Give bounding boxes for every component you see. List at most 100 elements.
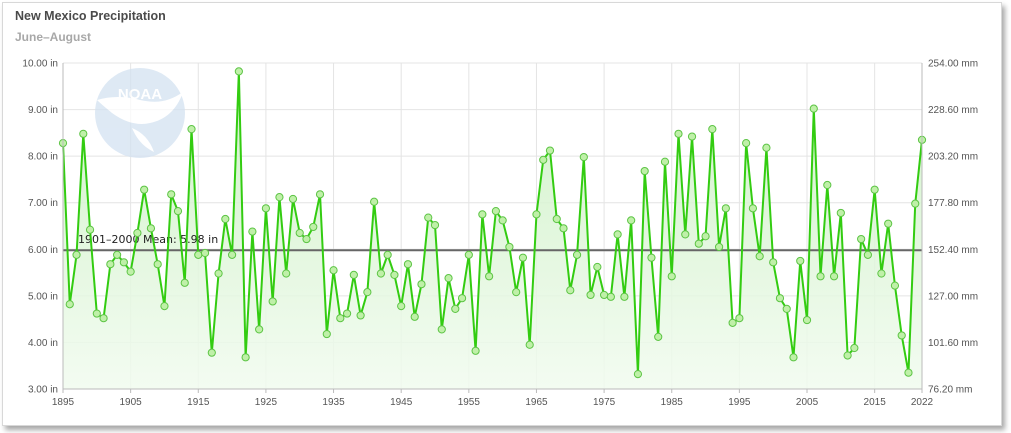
data-point-2011 (843, 351, 852, 360)
data-point-1982 (647, 253, 656, 262)
data-point-1897 (72, 250, 81, 259)
data-point-2021 (911, 199, 920, 208)
data-point-1987 (681, 230, 690, 239)
data-point-1963 (518, 253, 528, 262)
x-tick-label: 1995 (728, 397, 751, 408)
data-point-1898 (79, 129, 88, 138)
data-point-1904 (119, 258, 128, 267)
data-point-1949 (424, 213, 433, 222)
data-point-1941 (370, 197, 379, 206)
y-tick-left: 5.00 in (28, 291, 58, 302)
data-point-1979 (627, 216, 636, 225)
data-point-1971 (572, 250, 582, 259)
data-point-2003 (789, 353, 798, 362)
data-point-1943 (383, 250, 392, 259)
data-point-1928 (282, 269, 291, 278)
y-tick-left: 10.00 in (22, 59, 58, 70)
data-point-1908 (146, 224, 156, 233)
x-tick-label: 1945 (390, 397, 413, 408)
data-point-1906 (133, 228, 142, 238)
x-tick-label: 1895 (52, 397, 75, 408)
data-point-1953 (451, 304, 460, 313)
data-point-1962 (512, 288, 521, 297)
data-point-1919 (221, 214, 230, 224)
data-point-1925 (261, 204, 271, 213)
data-point-1985 (667, 272, 676, 281)
data-point-1994 (728, 318, 737, 327)
data-point-1998 (755, 252, 764, 261)
data-point-2017 (884, 219, 893, 228)
data-point-1988 (687, 132, 697, 141)
data-point-1912 (173, 207, 183, 216)
data-point-2000 (769, 258, 778, 267)
data-point-1939 (356, 311, 365, 320)
x-tick-label: 1975 (593, 397, 616, 408)
data-point-1905 (126, 267, 135, 276)
data-point-1958 (485, 272, 494, 281)
data-point-1923 (248, 227, 257, 236)
y-tick-right: 76.20 mm (928, 385, 972, 396)
x-tick-label: 2015 (864, 397, 887, 408)
data-point-1959 (491, 207, 500, 216)
y-axis-right-ticks: 254.00 mm 228.60 mm 203.20 mm 177.80 mm 152.… (928, 59, 978, 396)
data-point-1993 (721, 204, 730, 213)
data-point-1960 (498, 216, 507, 225)
data-point-1913 (180, 278, 189, 287)
x-tick-label: 1955 (458, 397, 481, 408)
data-point-1932 (309, 222, 318, 232)
data-point-1978 (620, 292, 629, 301)
data-point-1974 (593, 262, 602, 272)
x-tick-label: 1935 (322, 397, 345, 408)
mean-label: 1901–2000 Mean: 5.98 in (78, 233, 218, 246)
chart-subtitle: June–August (15, 30, 92, 44)
data-point-1918 (214, 269, 223, 278)
axes (62, 63, 923, 390)
data-point-2009 (829, 272, 839, 281)
data-point-1955 (464, 250, 473, 259)
data-point-1969 (559, 224, 568, 233)
y-tick-right: 101.60 mm (928, 338, 978, 349)
y-tick-right: 152.40 mm (928, 245, 978, 256)
data-point-1944 (390, 270, 399, 279)
x-tick-label: 1985 (661, 397, 684, 408)
data-point-1915 (194, 250, 203, 259)
data-point-1902 (106, 260, 115, 269)
data-point-1983 (654, 332, 663, 341)
x-tick-label: 2022 (911, 397, 934, 408)
data-point-1921 (234, 67, 243, 76)
data-point-1901 (99, 314, 108, 323)
data-point-2010 (836, 208, 845, 218)
data-point-1924 (255, 325, 264, 334)
y-tick-left: 4.00 in (28, 338, 58, 349)
y-tick-right: 127.00 mm (928, 291, 978, 302)
data-point-1920 (227, 250, 237, 259)
y-tick-left: 8.00 in (28, 152, 58, 163)
data-point-1927 (275, 193, 284, 202)
data-point-1976 (606, 292, 615, 301)
x-tick-label: 1905 (120, 397, 143, 408)
data-point-1986 (674, 129, 683, 138)
data-point-1922 (241, 353, 250, 362)
data-points (58, 67, 927, 379)
y-tick-right: 228.60 mm (928, 105, 978, 116)
data-point-1964 (525, 340, 534, 349)
data-point-1965 (532, 210, 541, 219)
data-point-2013 (857, 234, 866, 244)
data-point-1999 (762, 143, 771, 152)
y-tick-right: 254.00 mm (928, 59, 978, 70)
data-point-1926 (268, 297, 277, 306)
data-point-1989 (694, 239, 703, 248)
data-point-2012 (850, 343, 859, 353)
x-tick-label: 1925 (255, 397, 278, 408)
data-point-1929 (288, 194, 298, 204)
data-point-1947 (410, 312, 419, 321)
data-point-1990 (701, 232, 710, 241)
data-point-1961 (505, 242, 514, 252)
y-tick-left: 3.00 in (28, 385, 58, 396)
data-point-1952 (444, 274, 453, 283)
data-point-1911 (167, 190, 176, 199)
data-point-2014 (863, 250, 872, 259)
data-point-1954 (457, 294, 467, 303)
data-point-1942 (376, 269, 385, 278)
data-point-1968 (552, 214, 561, 224)
